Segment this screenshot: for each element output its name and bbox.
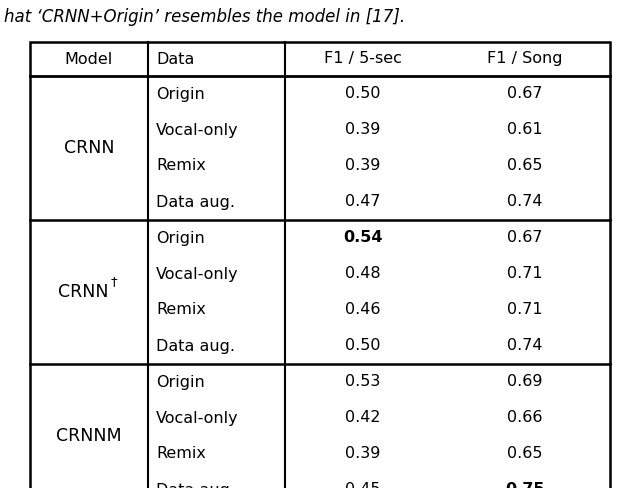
Text: 0.45: 0.45 bbox=[345, 483, 380, 488]
Text: 0.61: 0.61 bbox=[507, 122, 543, 138]
Text: 0.66: 0.66 bbox=[507, 410, 543, 426]
Text: 0.71: 0.71 bbox=[507, 303, 543, 318]
Text: Data aug.: Data aug. bbox=[156, 339, 235, 353]
Text: 0.67: 0.67 bbox=[507, 230, 543, 245]
Text: 0.67: 0.67 bbox=[507, 86, 543, 102]
Text: Origin: Origin bbox=[156, 230, 205, 245]
Text: 0.39: 0.39 bbox=[345, 447, 380, 462]
Text: 0.47: 0.47 bbox=[345, 195, 380, 209]
Text: 0.71: 0.71 bbox=[507, 266, 543, 282]
Text: 0.46: 0.46 bbox=[345, 303, 380, 318]
Text: Remix: Remix bbox=[156, 447, 206, 462]
Text: F1 / Song: F1 / Song bbox=[487, 52, 563, 66]
Text: 0.48: 0.48 bbox=[345, 266, 380, 282]
Text: 0.42: 0.42 bbox=[345, 410, 380, 426]
Text: 0.39: 0.39 bbox=[345, 122, 380, 138]
Text: 0.65: 0.65 bbox=[507, 159, 543, 174]
Text: Vocal-only: Vocal-only bbox=[156, 122, 239, 138]
Text: 0.65: 0.65 bbox=[507, 447, 543, 462]
Text: 0.74: 0.74 bbox=[507, 339, 543, 353]
Text: †: † bbox=[111, 276, 117, 288]
Text: 0.54: 0.54 bbox=[343, 230, 383, 245]
Text: Vocal-only: Vocal-only bbox=[156, 266, 239, 282]
Text: hat ‘CRNN+Origin’ resembles the model in [17].: hat ‘CRNN+Origin’ resembles the model in… bbox=[4, 8, 405, 26]
Text: CRNN: CRNN bbox=[64, 139, 114, 157]
Text: 0.69: 0.69 bbox=[507, 374, 543, 389]
Text: 0.50: 0.50 bbox=[345, 86, 380, 102]
Text: 0.50: 0.50 bbox=[345, 339, 380, 353]
Text: Origin: Origin bbox=[156, 374, 205, 389]
Text: Remix: Remix bbox=[156, 159, 206, 174]
Text: 0.39: 0.39 bbox=[345, 159, 380, 174]
Text: F1 / 5-sec: F1 / 5-sec bbox=[324, 52, 402, 66]
Text: Data aug.: Data aug. bbox=[156, 195, 235, 209]
Text: Remix: Remix bbox=[156, 303, 206, 318]
Text: Model: Model bbox=[65, 52, 113, 66]
Text: 0.53: 0.53 bbox=[345, 374, 380, 389]
Text: CRNNM: CRNNM bbox=[56, 427, 122, 445]
Text: 0.74: 0.74 bbox=[507, 195, 543, 209]
Text: Data: Data bbox=[156, 52, 195, 66]
Text: 0.75: 0.75 bbox=[506, 483, 544, 488]
Text: Vocal-only: Vocal-only bbox=[156, 410, 239, 426]
Text: CRNN: CRNN bbox=[57, 283, 108, 301]
Text: Origin: Origin bbox=[156, 86, 205, 102]
Text: Data aug.: Data aug. bbox=[156, 483, 235, 488]
